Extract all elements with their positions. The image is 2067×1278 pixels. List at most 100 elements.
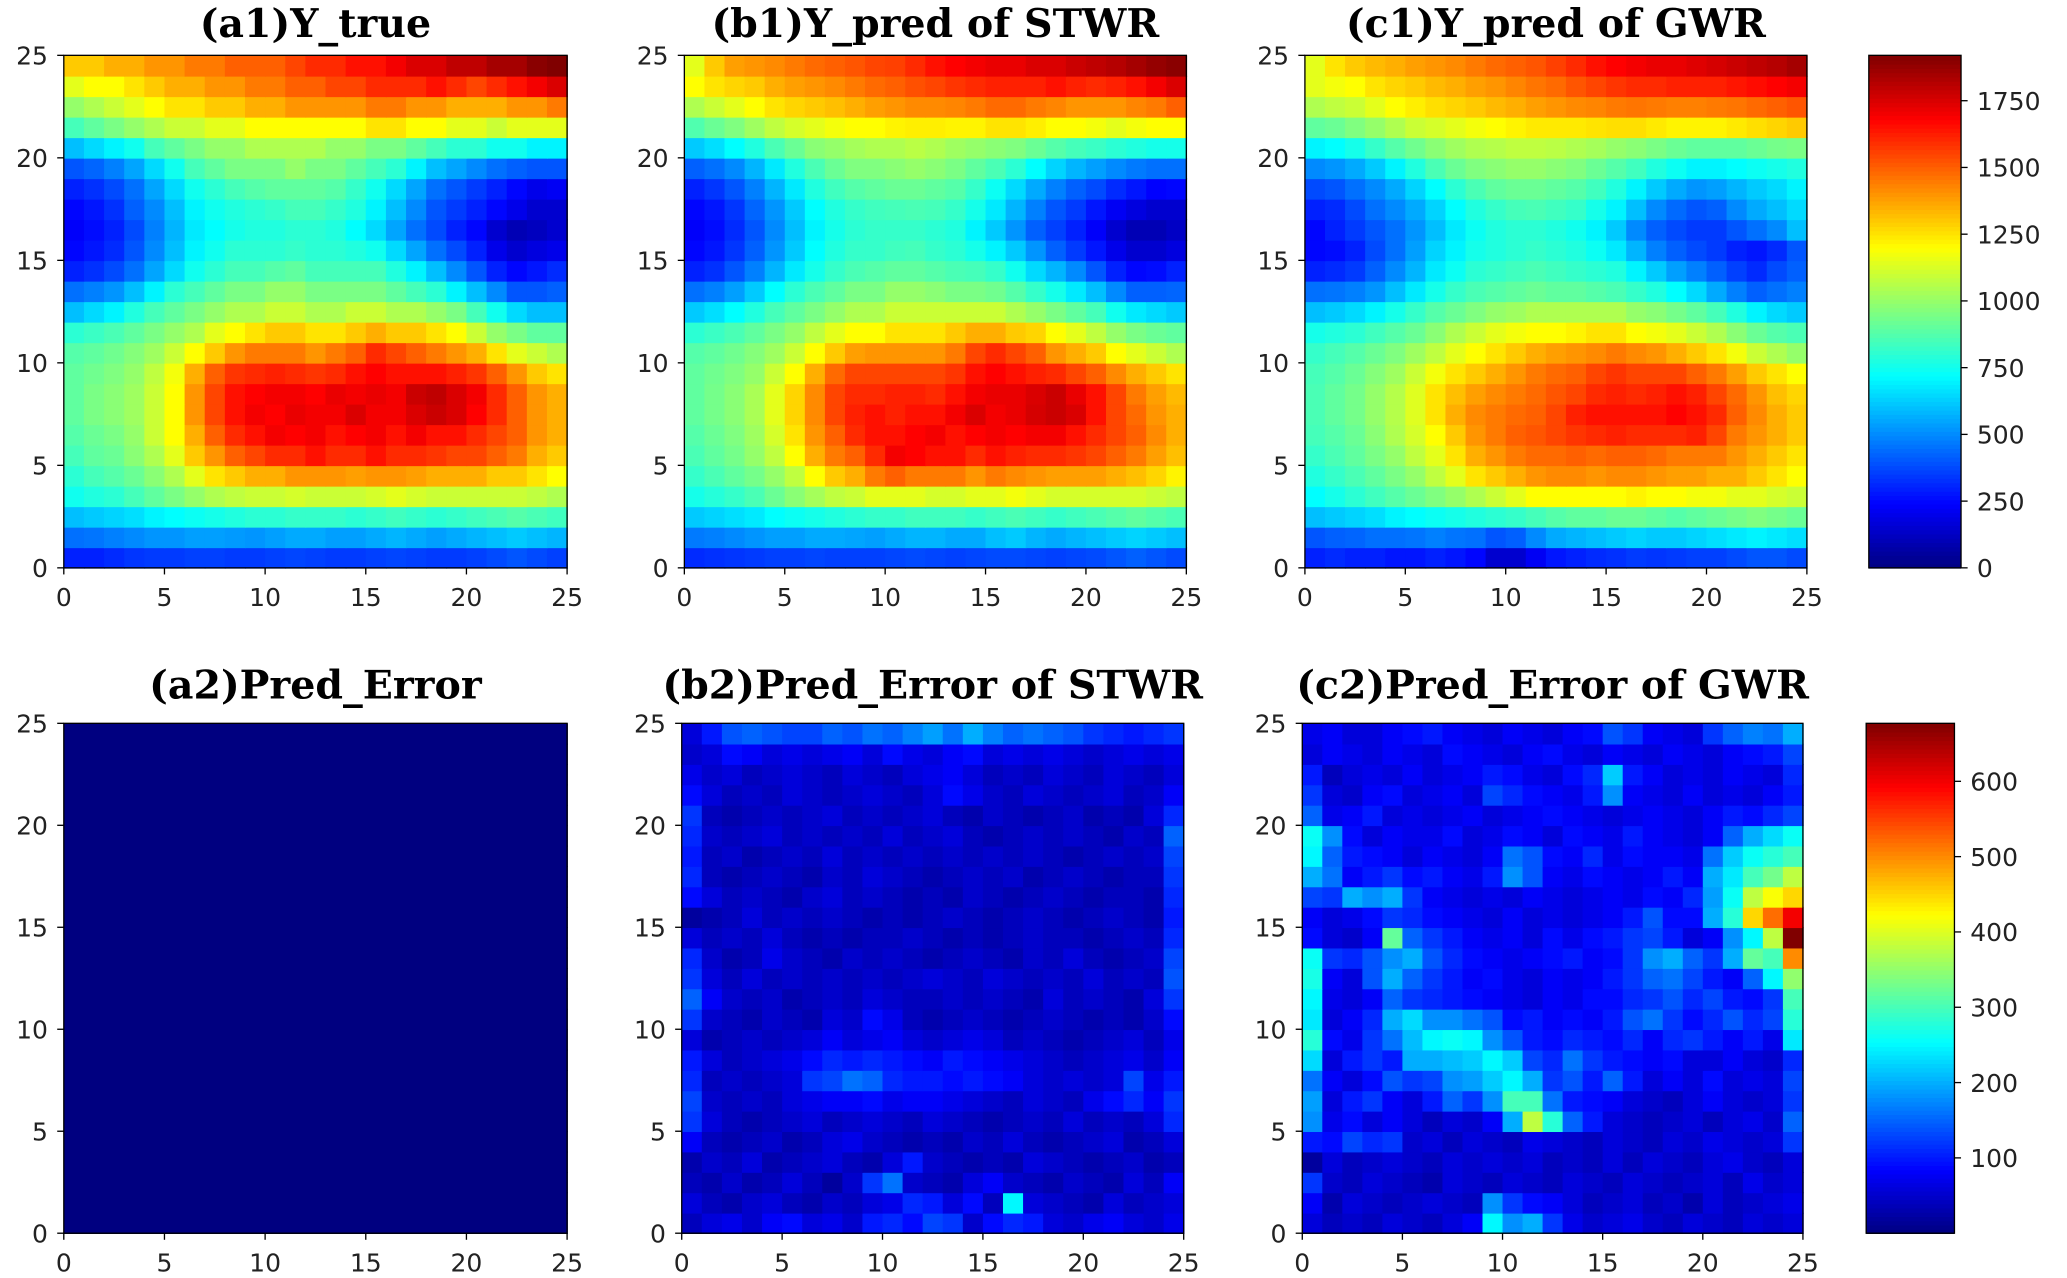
heatmap-cell (1123, 845, 1145, 867)
heatmap-cell (1626, 55, 1648, 77)
heatmap-cell (1365, 96, 1387, 118)
heatmap-cell (1302, 866, 1324, 888)
heatmap-cell (1702, 1008, 1724, 1031)
heatmap-cell (1662, 1029, 1684, 1051)
heatmap-cell (1626, 424, 1648, 446)
heatmap-cell (1762, 784, 1784, 806)
heatmap-cell (224, 743, 246, 765)
heatmap-cell (1642, 1131, 1664, 1153)
heatmap-cell (305, 280, 327, 303)
heatmap-cell (1522, 804, 1544, 827)
heatmap-cell (1302, 743, 1324, 765)
heatmap-cell (1023, 1029, 1044, 1051)
heatmap-cell (1786, 178, 1808, 200)
heatmap-cell (305, 219, 327, 241)
heatmap-cell (426, 526, 448, 549)
heatmap-cell (1402, 866, 1424, 888)
heatmap-cell (184, 947, 206, 969)
heatmap-cell (1586, 485, 1607, 508)
heatmap-cell (1163, 947, 1185, 969)
heatmap-cell (506, 547, 528, 569)
heatmap-cell (1582, 927, 1604, 949)
heatmap-cell (1746, 485, 1768, 508)
colorbar-segment (1868, 414, 1962, 420)
heatmap-cell (526, 1090, 548, 1112)
heatmap-cell (684, 362, 706, 385)
heatmap-cell (1385, 280, 1407, 303)
heatmap-cell (1662, 1212, 1684, 1234)
heatmap-cell (204, 465, 226, 487)
heatmap-cell (104, 465, 125, 487)
heatmap-cell (1063, 1029, 1085, 1051)
colorbar-segment (1868, 371, 1962, 377)
colorbar-segment (1866, 1050, 1955, 1056)
heatmap-cell (1626, 178, 1648, 200)
heatmap-cell (1582, 1151, 1604, 1173)
heatmap-cell (426, 1029, 448, 1051)
heatmap-cell (1786, 219, 1808, 241)
heatmap-cell (1063, 743, 1085, 765)
heatmap-cell (204, 1212, 226, 1234)
heatmap-cell (1662, 723, 1684, 745)
heatmap-cell (1385, 239, 1407, 262)
heatmap-cell (1746, 239, 1768, 262)
heatmap-cell (1706, 506, 1728, 528)
heatmap-cell (144, 927, 166, 949)
heatmap-cell (1626, 444, 1648, 467)
heatmap-cell (1304, 239, 1326, 262)
heatmap-cell (1123, 906, 1145, 929)
heatmap-cell (701, 1212, 723, 1234)
heatmap-cell (506, 988, 528, 1010)
heatmap-cell (1662, 764, 1684, 786)
heatmap-cell (1146, 465, 1168, 487)
heatmap-cell (1365, 526, 1387, 549)
heatmap-cell (844, 116, 866, 139)
heatmap-cell (882, 927, 904, 949)
heatmap-cell (365, 239, 387, 262)
heatmap-cell (804, 116, 826, 139)
heatmap-cell (1362, 1131, 1384, 1153)
heatmap-cell (486, 55, 508, 77)
heatmap-cell (446, 1029, 468, 1051)
heatmap-cell (1402, 1090, 1424, 1112)
heatmap-cell (224, 927, 246, 949)
colorbar-segment (1868, 153, 1962, 159)
heatmap-cell (466, 988, 488, 1010)
heatmap-cell (764, 137, 786, 159)
heatmap-cell (345, 1151, 367, 1173)
heatmap-cell (1462, 1110, 1484, 1133)
heatmap-cell (466, 825, 488, 847)
heatmap-cell (224, 75, 246, 98)
heatmap-cell (784, 198, 806, 221)
heatmap-cell (1103, 1192, 1125, 1214)
heatmap-cell (345, 825, 367, 847)
heatmap-cell (1525, 383, 1547, 405)
heatmap-cell (385, 157, 407, 180)
heatmap-cell (526, 465, 548, 487)
heatmap-cell (164, 55, 186, 77)
heatmap-cell (526, 301, 548, 323)
heatmap-cell (721, 947, 743, 969)
heatmap-cell (1065, 301, 1087, 323)
heatmap-cell (285, 1070, 307, 1092)
heatmap-cell (1545, 547, 1567, 569)
heatmap-cell (1602, 906, 1624, 929)
heatmap-cell (1766, 547, 1788, 569)
heatmap-cell (285, 988, 307, 1010)
heatmap-cell (1106, 383, 1127, 405)
heatmap-cell (1324, 321, 1346, 344)
heatmap-cell (782, 1192, 803, 1214)
heatmap-cell (1545, 137, 1567, 159)
heatmap-cell (124, 157, 146, 180)
heatmap-cell (1606, 96, 1627, 118)
heatmap-cell (1163, 886, 1185, 908)
heatmap-cell (466, 219, 488, 241)
heatmap-cell (1726, 526, 1748, 549)
heatmap-cell (1642, 1008, 1664, 1031)
heatmap-cell (1622, 1029, 1644, 1051)
heatmap-cell (965, 321, 987, 344)
heatmap-cell (546, 198, 568, 221)
heatmap-cell (721, 723, 743, 745)
colorbar-segment (1868, 422, 1962, 428)
heatmap-cell (925, 280, 947, 303)
